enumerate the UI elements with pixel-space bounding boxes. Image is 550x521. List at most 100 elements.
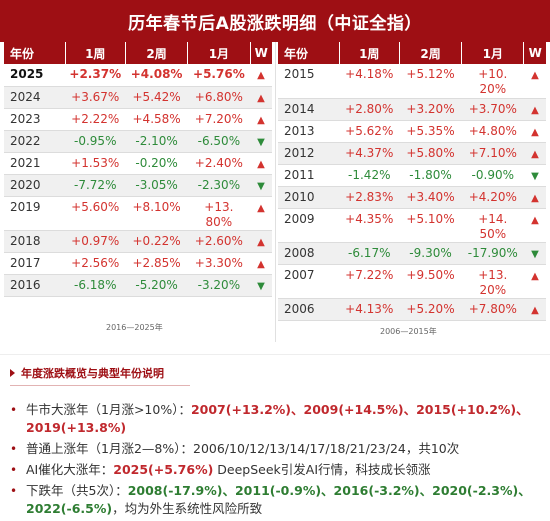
week2-cell: -5.20%: [125, 274, 188, 297]
header-w: W: [250, 42, 272, 64]
year-cell-text: 2011: [284, 167, 315, 182]
month1-cell: +10.20%: [461, 64, 524, 99]
week2-cell-text: +5.35%: [406, 123, 455, 138]
triangle-up-icon: ▲: [531, 270, 539, 282]
year-cell: 2008: [278, 242, 340, 265]
table-row: 2007 +7.22% +9.50% +13.20% ▲: [278, 264, 546, 299]
direction-cell: ▲: [250, 108, 272, 131]
week1-cell-text: +5.60%: [71, 199, 120, 214]
triangle-up-icon: ▲: [257, 158, 265, 170]
table-row: 2013 +5.62% +5.35% +4.80% ▲: [278, 120, 546, 143]
month1-cell: +14.50%: [461, 208, 524, 243]
year-cell: 2006: [278, 298, 340, 321]
week1-cell-text: +4.35%: [345, 211, 394, 226]
month1-cell-text: +3.30%: [194, 255, 243, 270]
week1-cell-text: +4.13%: [345, 301, 394, 316]
year-cell: 2018: [4, 230, 66, 253]
header-1m: 1月: [187, 42, 251, 64]
year-cell-text: 2007: [284, 267, 315, 282]
ai-year-label: AI催化大涨年：: [26, 462, 114, 477]
week1-cell: -6.17%: [339, 242, 400, 265]
week1-cell-text: +0.97%: [71, 233, 120, 248]
triangle-up-icon: ▲: [531, 192, 539, 204]
week2-cell-text: +5.80%: [406, 145, 455, 160]
month1-cell-text: +4.80%: [468, 123, 517, 138]
week2-cell: +9.50%: [399, 264, 462, 299]
year-cell: 2012: [278, 142, 340, 165]
year-cell: 2009: [278, 208, 340, 243]
week2-cell: +5.12%: [399, 64, 462, 99]
week2-cell: +5.42%: [125, 86, 188, 109]
down-year-values: 2008(-17.9%)、2011(-0.9%)、2016(-3.2%)、202…: [26, 483, 531, 516]
table-row: 2012 +4.37% +5.80% +7.10% ▲: [278, 142, 546, 165]
week1-cell-text: -6.17%: [348, 245, 391, 260]
table-row: 2015 +4.18% +5.12% +10.20% ▲: [278, 64, 546, 99]
week2-cell-text: +0.22%: [132, 233, 181, 248]
month1-cell-text: -3.20%: [197, 277, 241, 292]
direction-cell: ▲: [250, 252, 272, 275]
month1-cell: +5.76%: [187, 64, 251, 87]
direction-cell: ▼: [250, 274, 272, 297]
week2-cell-text: +3.20%: [406, 101, 455, 116]
week1-cell: +5.62%: [339, 120, 400, 143]
year-cell: 2022: [4, 130, 66, 153]
month1-cell-text: +6.80%: [194, 89, 243, 104]
triangle-down-icon: ▼: [531, 170, 539, 182]
month1-cell-text: +7.10%: [468, 145, 517, 160]
month1-cell: -3.20%: [187, 274, 251, 297]
direction-cell: ▼: [523, 164, 546, 187]
week1-cell: +4.13%: [339, 298, 400, 321]
month1-cell: -17.90%: [461, 242, 524, 265]
section-underline: [10, 385, 190, 386]
triangle-up-icon: ▲: [531, 104, 539, 116]
year-cell-text: 2008: [284, 245, 315, 260]
month1-cell-text: +3.70%: [468, 101, 517, 116]
week2-cell-text: -2.10%: [135, 133, 178, 148]
direction-cell: ▲: [523, 64, 546, 99]
week1-cell: -1.42%: [339, 164, 400, 187]
table-2006-2015: 年份 1周 2周 1月 W 2015 +4.18% +5.12% +10.20% ▲ 20…: [278, 42, 546, 321]
direction-cell: ▲: [523, 186, 546, 209]
down-year-label: 下跌年（共5次）：: [26, 483, 128, 498]
table-row: 2016 -6.18% -5.20% -3.20% ▼: [4, 274, 272, 297]
month1-cell: +6.80%: [187, 86, 251, 109]
year-cell-text: 2017: [10, 255, 41, 270]
table-row: 2022 -0.95% -2.10% -6.50% ▼: [4, 130, 272, 153]
week1-cell-text: +4.37%: [345, 145, 394, 160]
triangle-up-icon: ▲: [257, 202, 265, 214]
week1-cell-text: +2.80%: [345, 101, 394, 116]
table-row: 2023 +2.22% +4.58% +7.20% ▲: [4, 108, 272, 131]
triangle-up-icon: ▲: [531, 126, 539, 138]
triangle-up-icon: ▲: [531, 214, 539, 226]
year-cell: 2015: [278, 64, 340, 99]
month1-cell-text: +10.20%: [478, 67, 508, 96]
triangle-up-icon: ▲: [257, 70, 265, 81]
week2-cell: -9.30%: [399, 242, 462, 265]
month1-cell: +2.40%: [187, 152, 251, 175]
direction-cell: ▼: [250, 174, 272, 197]
month1-cell: -0.90%: [461, 164, 524, 187]
table-row: 2006 +4.13% +5.20% +7.80% ▲: [278, 298, 546, 321]
year-cell-text: 2025: [10, 67, 44, 81]
year-cell: 2010: [278, 186, 340, 209]
month1-cell: +7.10%: [461, 142, 524, 165]
year-cell-text: 2022: [10, 133, 41, 148]
week1-cell: -0.95%: [65, 130, 126, 153]
week2-cell: -0.20%: [125, 152, 188, 175]
direction-cell: ▲: [523, 298, 546, 321]
year-cell-text: 2015: [284, 67, 315, 81]
month1-cell: +13.80%: [187, 196, 251, 231]
week2-cell-text: -3.05%: [135, 177, 178, 192]
week2-cell: -3.05%: [125, 174, 188, 197]
year-cell-text: 2020: [10, 177, 41, 192]
week1-cell-text: +1.53%: [71, 155, 120, 170]
direction-cell: ▲: [250, 152, 272, 175]
table-row: 2010 +2.83% +3.40% +4.20% ▲: [278, 186, 546, 209]
triangle-down-icon: ▼: [257, 136, 265, 148]
table-row: 2018 +0.97% +0.22% +2.60% ▲: [4, 230, 272, 253]
year-cell: 2014: [278, 98, 340, 121]
header-year: 年份: [4, 42, 66, 64]
year-cell-text: 2024: [10, 89, 41, 104]
year-cell: 2023: [4, 108, 66, 131]
month1-cell: +7.80%: [461, 298, 524, 321]
